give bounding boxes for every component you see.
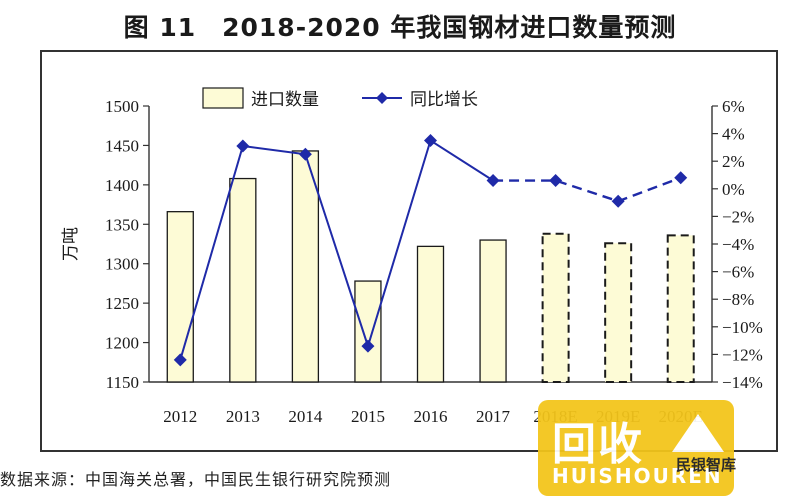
- legend-layer: 进口数量 同比增长: [202, 87, 478, 110]
- left-axis-tick-label: 1400: [105, 176, 139, 195]
- x-axis-tick-label: 2015: [351, 407, 385, 426]
- growth-point-2018E: [549, 174, 563, 188]
- growth-point-2014: [298, 147, 312, 161]
- growth-point-2020E: [674, 171, 688, 185]
- y-axis-label: 万吨: [61, 227, 81, 261]
- growth-point-2012: [173, 353, 187, 367]
- left-axis-tick-label: 1150: [106, 373, 139, 392]
- bar-2019E: [604, 242, 633, 383]
- legend-swatch-bars: [202, 87, 244, 109]
- growth-point-2016: [424, 134, 437, 147]
- house-icon: [672, 414, 724, 452]
- x-axis-tick-label: 2017: [476, 407, 511, 426]
- bar-2018E: [541, 232, 570, 383]
- right-axis-tick-label: 2%: [722, 152, 745, 171]
- bars-layer: [166, 150, 695, 383]
- bar-2016: [416, 245, 445, 383]
- left-axis-tick-label: 1200: [105, 334, 139, 353]
- logo-badge: 回收 HUISHOUREN: [538, 400, 734, 496]
- bar-2015: [354, 280, 382, 383]
- watermark-text: 民银智库: [676, 456, 737, 474]
- x-axis-tick-label: 2012: [163, 407, 197, 426]
- right-axis-tick-label: −10%: [722, 318, 763, 337]
- axes-layer: 1150 1200 1250 1300 1350 1400 1450 1500 −14% −12%…: [61, 97, 763, 426]
- bar-2014: [291, 150, 320, 383]
- left-axis-tick-label: 1450: [105, 136, 139, 155]
- chart-title: 图 11 2018-2020 年我国钢材进口数量预测: [123, 13, 677, 42]
- growth-line-forecast: [493, 176, 682, 203]
- x-axis-tick-label: 2014: [288, 407, 323, 426]
- left-axis-tick-label: 1500: [105, 97, 139, 116]
- legend-swatch-marker: [376, 92, 388, 104]
- left-axis-tick-label: 1350: [105, 215, 139, 234]
- right-axis-tick-label: −4%: [722, 235, 754, 254]
- x-axis-tick-label: 2016: [414, 407, 448, 426]
- right-axis-tick-label: 0%: [722, 180, 745, 199]
- data-source-note: 数据来源：中国海关总署，中国民生银行研究院预测: [0, 470, 392, 489]
- logo-mark-text: 回收: [552, 419, 644, 470]
- growth-point-2019E: [611, 194, 625, 208]
- x-axis-tick-label: 2013: [226, 407, 260, 426]
- right-axis-tick-label: −12%: [722, 345, 763, 364]
- growth-point-2017: [486, 174, 500, 188]
- legend-label-line: 同比增长: [410, 90, 478, 110]
- logo-sub-text: HUISHOUREN: [552, 464, 723, 488]
- growth-line-actual: [179, 138, 494, 361]
- bar-2017: [479, 239, 507, 383]
- bar-2020E: [666, 234, 695, 383]
- right-axis-tick-label: −14%: [722, 373, 763, 392]
- right-axis-tick-label: −8%: [722, 290, 754, 309]
- legend-label-bars: 进口数量: [251, 90, 319, 110]
- chart-frame: [40, 50, 778, 452]
- right-axis-tick-label: 6%: [722, 97, 745, 116]
- left-axis-tick-label: 1300: [105, 255, 139, 274]
- growth-point-2015: [361, 339, 375, 353]
- right-axis-tick-label: −6%: [722, 263, 754, 282]
- bar-2013: [229, 177, 257, 383]
- left-axis-tick-label: 1250: [105, 294, 139, 313]
- growth-point-2013: [236, 139, 250, 153]
- right-axis-tick-label: −2%: [722, 207, 754, 226]
- right-axis-tick-label: 4%: [722, 125, 745, 144]
- line-layer: [173, 134, 688, 367]
